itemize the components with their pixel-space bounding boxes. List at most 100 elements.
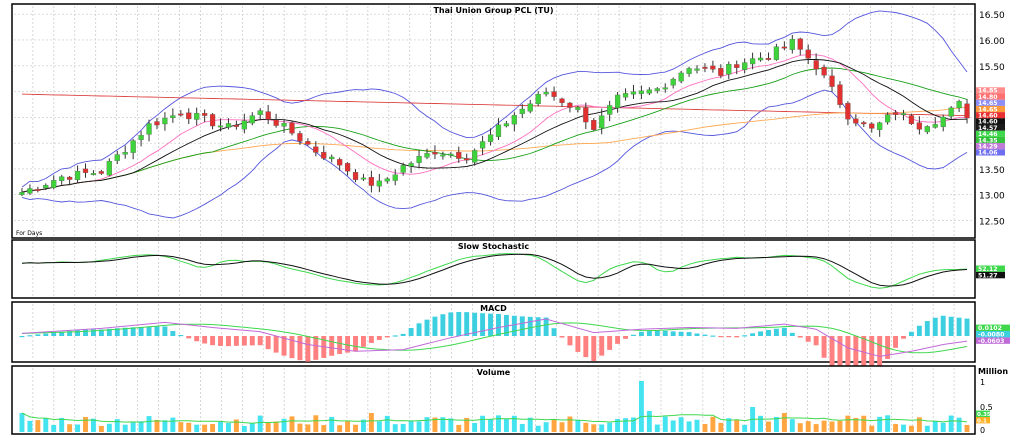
volume-bar xyxy=(916,417,922,432)
candle-body xyxy=(479,141,486,149)
candle-body xyxy=(726,63,732,75)
candle-body xyxy=(154,121,160,126)
volume-bar xyxy=(416,421,422,432)
candle-body xyxy=(575,107,581,110)
volume-bar xyxy=(59,417,65,432)
volume-bar xyxy=(908,425,914,432)
macd-histogram-bar xyxy=(35,334,41,336)
macd-histogram-bar xyxy=(567,336,573,346)
macd-histogram-bar xyxy=(400,333,406,336)
macd-histogram-bar xyxy=(496,313,501,336)
candle-body xyxy=(305,141,311,145)
candle-body xyxy=(178,113,184,116)
volume-bar xyxy=(742,424,748,432)
price-y-tick: 16.00 xyxy=(979,37,1005,47)
volume-bar xyxy=(114,419,120,432)
volume-bar xyxy=(480,415,486,432)
candle-body xyxy=(146,123,152,135)
last-value-label: 14.06 xyxy=(978,150,998,157)
volume-last-label-bg xyxy=(976,410,990,417)
volume-bar xyxy=(932,420,938,432)
candle-body xyxy=(233,124,240,127)
volume-bar xyxy=(845,415,851,432)
macd-histogram-bar xyxy=(368,336,374,343)
macd-last-label: -0.0603 xyxy=(978,338,1004,345)
macd-histogram-bar xyxy=(67,331,73,336)
macd-histogram-bar xyxy=(789,332,795,336)
volume-bar xyxy=(353,424,358,432)
macd-histogram-bar xyxy=(551,328,557,336)
macd-histogram-bar xyxy=(480,313,486,336)
candle-body xyxy=(67,176,73,180)
candle-body xyxy=(281,123,287,127)
macd-histogram-bar xyxy=(138,326,144,336)
candle-body xyxy=(43,185,49,189)
candle-body xyxy=(742,62,748,70)
volume-bar xyxy=(686,421,692,432)
volume-bar xyxy=(67,424,73,432)
macd-histogram-bar xyxy=(75,330,81,336)
macd-histogram-bar xyxy=(781,327,787,336)
macd-histogram xyxy=(19,312,970,384)
volume-bar xyxy=(202,424,208,432)
candle-body xyxy=(964,103,970,119)
candle-body xyxy=(599,115,605,129)
macd-histogram-bar xyxy=(154,326,160,336)
macd-histogram-bar xyxy=(940,315,946,336)
candle-body xyxy=(114,154,120,161)
macd-histogram-bar xyxy=(559,336,565,338)
volume-y-tick: 0 xyxy=(980,426,985,435)
macd-histogram-bar xyxy=(448,312,454,336)
volume-bar xyxy=(281,418,287,432)
candle-body xyxy=(329,156,335,160)
candle-body xyxy=(138,135,144,140)
candle-body xyxy=(352,172,359,180)
price-y-tick: 12.50 xyxy=(979,218,1005,228)
candle-body xyxy=(257,110,263,115)
candle-body xyxy=(98,171,104,174)
volume-bar xyxy=(448,418,454,432)
bollinger-lower-line xyxy=(21,89,968,219)
price-y-tick: 13.50 xyxy=(979,166,1005,176)
macd-histogram-bar xyxy=(869,336,875,376)
macd-histogram-bar xyxy=(424,319,430,336)
candle-body xyxy=(789,38,795,50)
candle-body xyxy=(591,119,597,130)
volume-bar xyxy=(766,421,771,432)
volume-bar xyxy=(805,421,811,432)
macd-line xyxy=(21,318,968,357)
macd-histogram-bar xyxy=(27,335,33,337)
volume-bar xyxy=(218,421,223,432)
macd-histogram-bar xyxy=(853,336,859,382)
candle-body xyxy=(861,122,867,125)
candle-body xyxy=(202,113,208,116)
candle-body xyxy=(877,122,883,130)
volume-last-label: 0.35 xyxy=(977,412,991,418)
candle-body xyxy=(74,170,81,180)
macd-last-label-bg xyxy=(976,324,1010,331)
volume-bar xyxy=(631,417,636,432)
candle-body xyxy=(710,65,716,70)
volume-title: Volume xyxy=(477,368,511,377)
volume-bar xyxy=(869,425,875,432)
candle-body xyxy=(35,189,41,191)
volume-last-label: 0.1 xyxy=(977,418,987,424)
macd-histogram-bar xyxy=(813,336,819,346)
candle-body xyxy=(662,87,668,90)
volume-bar xyxy=(210,424,216,432)
last-value-label: 14.29 xyxy=(978,144,998,151)
bollinger-upper-line xyxy=(21,10,968,188)
candle-body xyxy=(702,66,708,69)
candle-body xyxy=(424,153,430,158)
volume-bar xyxy=(265,422,271,432)
volume-y-tick: 1 xyxy=(980,378,985,387)
candle-body xyxy=(313,146,319,153)
candle-body xyxy=(19,192,25,195)
volume-y-tick: 0.5 xyxy=(980,403,993,412)
last-value-label: 14.35 xyxy=(978,137,998,144)
macd-histogram-bar xyxy=(861,336,867,379)
macd-histogram-bar xyxy=(821,336,827,358)
volume-bar xyxy=(718,422,724,432)
candle-body xyxy=(392,174,398,181)
macd-histogram-bar xyxy=(575,336,581,352)
